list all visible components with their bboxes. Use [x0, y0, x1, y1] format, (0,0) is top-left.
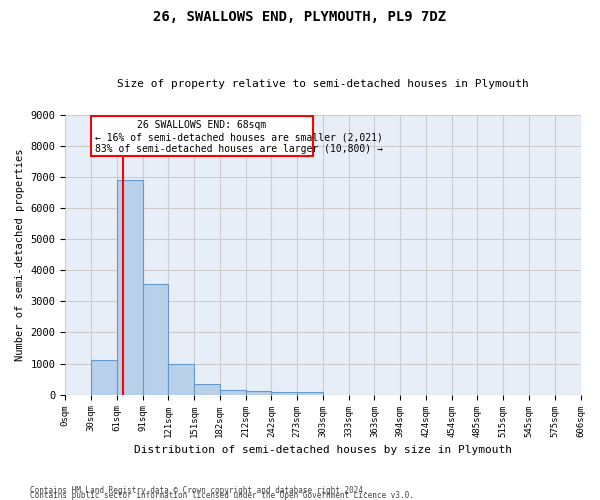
Bar [245, 390, 271, 394]
Bar [220, 390, 245, 394]
Bar [143, 284, 169, 395]
Text: 83% of semi-detached houses are larger (10,800) →: 83% of semi-detached houses are larger (… [95, 144, 383, 154]
Bar [297, 392, 323, 394]
Title: Size of property relative to semi-detached houses in Plymouth: Size of property relative to semi-detach… [117, 79, 529, 89]
Bar [271, 392, 297, 394]
Bar [91, 116, 313, 156]
Bar [91, 360, 117, 394]
Text: Contains public sector information licensed under the Open Government Licence v3: Contains public sector information licen… [30, 491, 414, 500]
Text: 26, SWALLOWS END, PLYMOUTH, PL9 7DZ: 26, SWALLOWS END, PLYMOUTH, PL9 7DZ [154, 10, 446, 24]
Bar [194, 384, 220, 394]
Bar [169, 364, 194, 394]
Text: 26 SWALLOWS END: 68sqm: 26 SWALLOWS END: 68sqm [137, 120, 266, 130]
Text: Contains HM Land Registry data © Crown copyright and database right 2024.: Contains HM Land Registry data © Crown c… [30, 486, 368, 495]
Y-axis label: Number of semi-detached properties: Number of semi-detached properties [15, 148, 25, 361]
Bar [117, 180, 143, 394]
X-axis label: Distribution of semi-detached houses by size in Plymouth: Distribution of semi-detached houses by … [134, 445, 512, 455]
Text: ← 16% of semi-detached houses are smaller (2,021): ← 16% of semi-detached houses are smalle… [95, 133, 383, 143]
